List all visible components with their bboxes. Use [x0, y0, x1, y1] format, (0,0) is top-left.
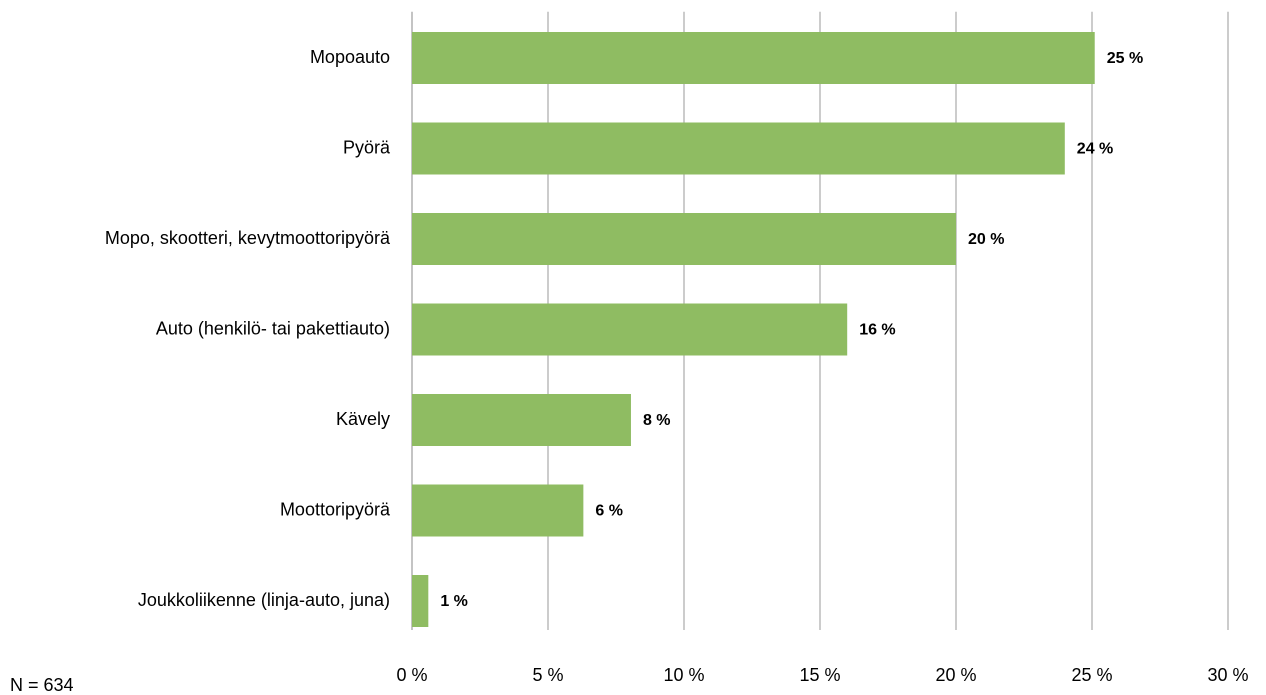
data-label: 6 %	[595, 503, 623, 520]
data-label: 20 %	[968, 231, 1004, 248]
y-tick-label: Auto (henkilö- tai pakettiauto)	[156, 318, 390, 338]
y-tick-label: Kävely	[336, 409, 390, 429]
y-tick-label: Joukkoliikenne (linja-auto, juna)	[138, 590, 390, 610]
data-label: 24 %	[1077, 141, 1113, 158]
x-tick-label: 20 %	[935, 665, 976, 685]
data-label: 1 %	[440, 593, 468, 610]
x-tick-label: 30 %	[1207, 665, 1248, 685]
x-tick-label: 15 %	[799, 665, 840, 685]
y-tick-label: Moottoripyörä	[280, 499, 391, 519]
bar	[412, 32, 1095, 84]
bar	[412, 213, 956, 265]
bar	[412, 303, 848, 356]
bar	[412, 484, 584, 537]
x-tick-label: 0 %	[396, 665, 427, 685]
x-tick-label: 5 %	[532, 665, 563, 685]
x-tick-label: 10 %	[663, 665, 704, 685]
data-label: 8 %	[643, 412, 671, 429]
note: N = 634	[10, 675, 74, 695]
y-tick-label: Mopoauto	[310, 47, 390, 67]
bar	[412, 122, 1065, 175]
data-label: 25 %	[1107, 50, 1143, 67]
y-tick-label: Pyörä	[343, 137, 391, 157]
x-tick-label: 25 %	[1071, 665, 1112, 685]
bar	[412, 394, 631, 446]
data-label: 16 %	[859, 322, 895, 339]
y-tick-label: Mopo, skootteri, kevytmoottoripyörä	[105, 228, 391, 248]
bar	[412, 575, 429, 627]
